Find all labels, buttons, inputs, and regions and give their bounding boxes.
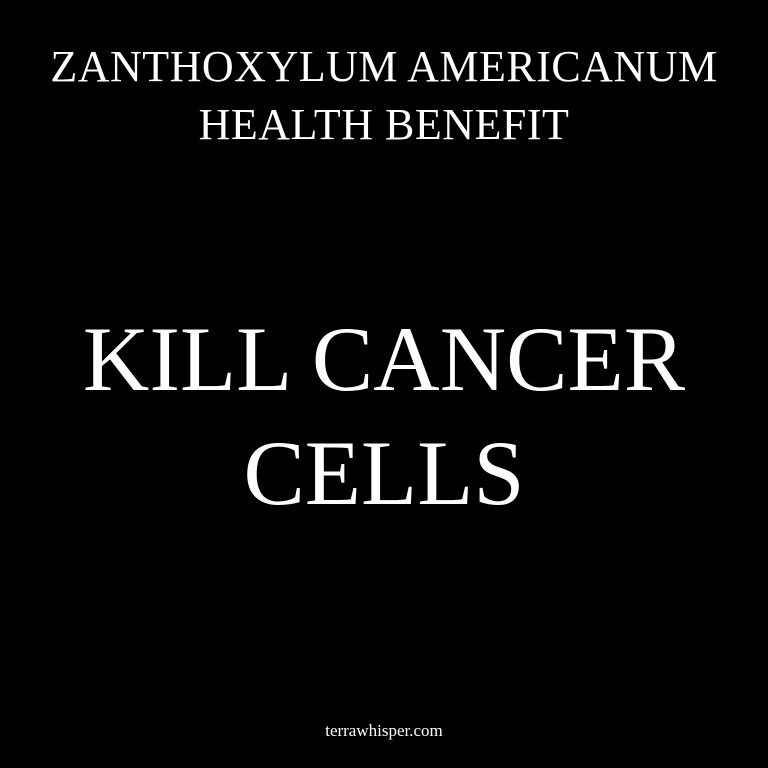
benefit-headline: KILL CANCER CELLS	[0, 302, 768, 530]
website-credit: terrawhisper.com	[325, 721, 443, 740]
title-subtitle: HEALTH BENEFIT	[198, 100, 570, 149]
plant-title: ZANTHOXYLUM AMERICANUM HEALTH BENEFIT	[0, 38, 768, 154]
benefit-line-2: CELLS	[243, 422, 525, 524]
plant-name: ZANTHOXYLUM AMERICANUM	[50, 42, 718, 91]
benefit-line-1: KILL CANCER	[82, 308, 686, 410]
